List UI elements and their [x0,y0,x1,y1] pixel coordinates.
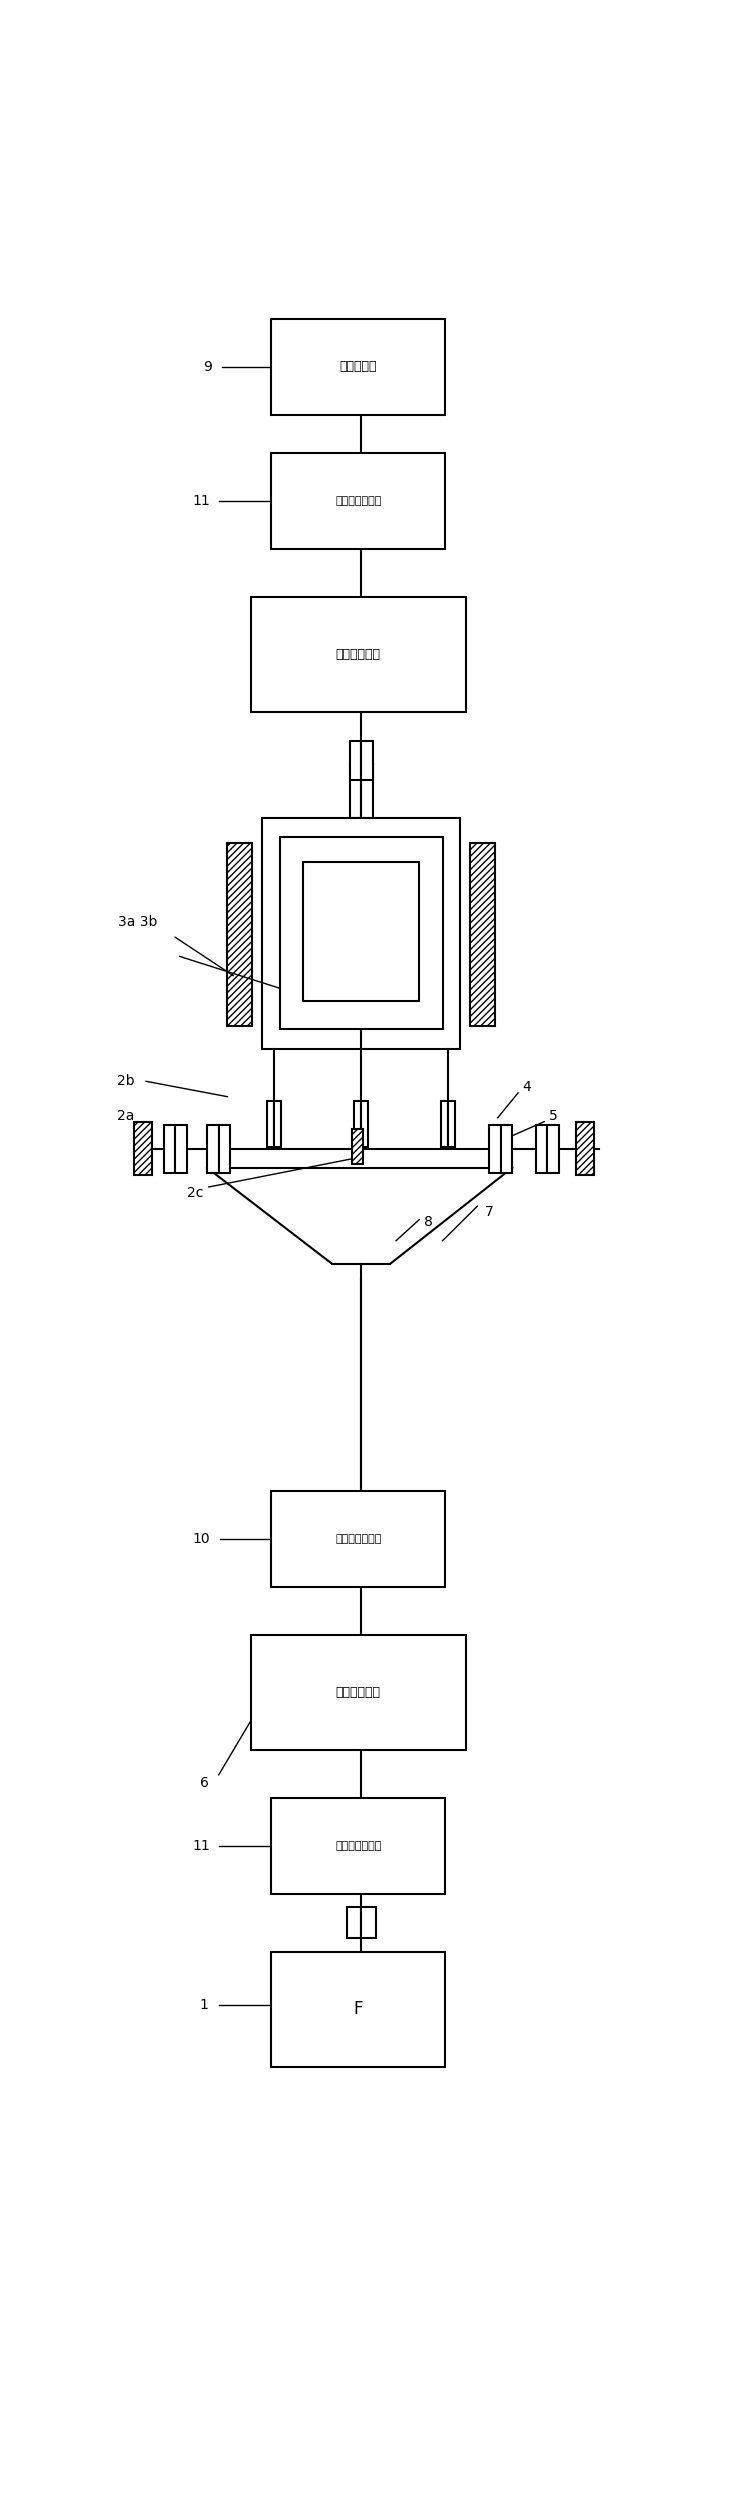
Text: 1: 1 [200,1998,208,2013]
Text: 2c: 2c [188,1185,204,1200]
Text: 5: 5 [548,1108,557,1123]
Bar [267,1100,274,1148]
Bar [362,1906,376,1939]
Bar [262,818,460,1048]
Text: 2b: 2b [117,1075,134,1088]
Bar [207,1125,219,1173]
Text: 10: 10 [193,1532,210,1544]
Text: 转矩转速传感器: 转矩转速传感器 [335,1534,382,1544]
Bar [164,1125,175,1173]
Bar [448,1100,455,1148]
Bar [227,843,252,1025]
Bar [274,1100,281,1148]
Text: 8: 8 [424,1215,433,1228]
Bar [271,1799,446,1894]
Text: 转矩转速传感器: 转矩转速传感器 [335,1841,382,1851]
Bar [271,1490,446,1587]
Bar [547,1125,559,1173]
Bar [501,1125,512,1173]
Bar [346,1906,362,1939]
Text: 转矩转速传感器: 转矩转速传感器 [335,497,382,506]
Text: 2a: 2a [117,1108,134,1123]
Bar [489,1125,500,1173]
Text: 电力测功机: 电力测功机 [340,359,377,374]
Bar [219,1125,230,1173]
Bar [303,863,419,1000]
Bar [271,1951,446,2066]
Bar [362,1100,368,1148]
Text: 驱动控制装置: 驱动控制装置 [336,1687,381,1699]
Text: 3a 3b: 3a 3b [118,916,157,928]
Bar [175,1125,187,1173]
Bar [536,1125,547,1173]
Bar [354,1100,362,1148]
Text: 11: 11 [193,1839,210,1854]
Bar [352,1130,363,1163]
Bar [251,596,466,714]
Bar [441,1100,448,1148]
Bar [134,1123,152,1175]
Bar [251,1634,466,1749]
Bar [362,741,373,778]
Text: 6: 6 [200,1776,208,1789]
Text: 7: 7 [484,1205,494,1220]
Text: 11: 11 [193,494,210,509]
Bar [271,319,446,414]
Bar [350,741,361,778]
Text: 9: 9 [202,359,211,374]
Text: F: F [353,2001,363,2018]
Bar [280,838,442,1030]
Text: 驱动控制装置: 驱动控制装置 [336,649,381,661]
Text: 4: 4 [523,1080,531,1095]
Bar [470,843,495,1025]
Bar [576,1123,594,1175]
Bar [271,454,446,549]
